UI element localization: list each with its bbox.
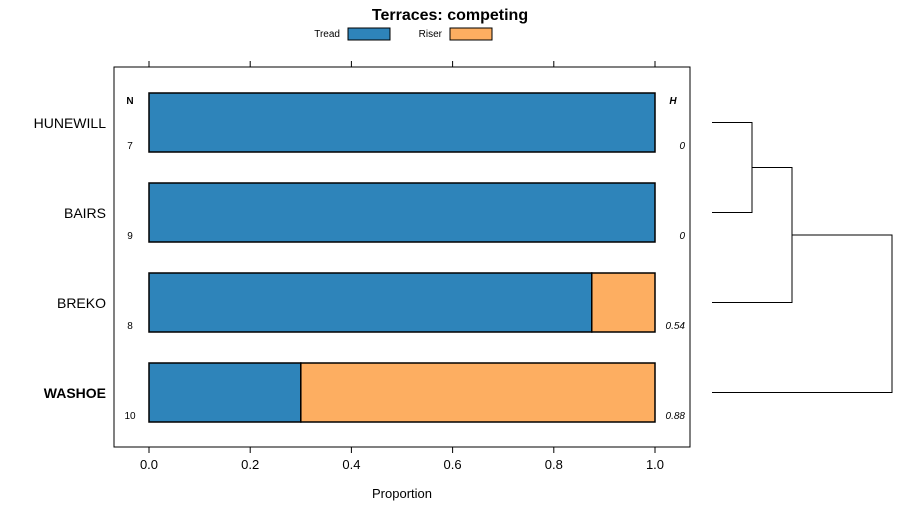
n-value-bairs: 9 xyxy=(127,231,133,242)
bars xyxy=(148,92,656,423)
n-value-washoe: 10 xyxy=(124,411,136,422)
bar-washoe-riser xyxy=(300,362,656,423)
x-tick-label: 0.0 xyxy=(140,457,158,472)
category-label-washoe: WASHOE xyxy=(44,385,106,401)
bar-hunewill-tread xyxy=(148,92,656,153)
h-header: H xyxy=(669,96,677,107)
legend-label-tread: Tread xyxy=(314,29,340,40)
category-label-bairs: BAIRS xyxy=(64,205,106,221)
h-value-bairs: 0 xyxy=(679,231,685,242)
x-tick-label: 0.8 xyxy=(545,457,563,472)
bar-washoe-tread xyxy=(148,362,302,423)
bar-bairs-tread xyxy=(148,182,656,243)
x-tick-label: 0.4 xyxy=(342,457,360,472)
plot-frame xyxy=(113,66,691,448)
bar-breko-riser xyxy=(591,272,656,333)
category-label-breko: BREKO xyxy=(57,295,106,311)
n-value-breko: 8 xyxy=(127,321,133,332)
x-axis-label: Proportion xyxy=(372,486,432,501)
h-value-hunewill: 0 xyxy=(679,141,685,152)
legend-swatch-riser xyxy=(449,27,493,41)
x-axis: 0.0 0.2 0.4 0.6 0.8 1.0 xyxy=(140,61,664,472)
chart-title: Terraces: competing xyxy=(372,7,528,24)
x-tick-label: 0.2 xyxy=(241,457,259,472)
category-labels: HUNEWILL 7 0 BAIRS 9 0 BREKO 8 0.54 WASHOE 10 0.88 xyxy=(34,115,686,422)
category-label-hunewill: HUNEWILL xyxy=(34,115,107,131)
bar-breko-tread xyxy=(148,272,593,333)
dendrogram-link xyxy=(712,122,753,213)
h-value-breko: 0.54 xyxy=(666,321,686,332)
x-tick-label: 0.6 xyxy=(444,457,462,472)
n-header: N xyxy=(126,96,133,107)
n-value-hunewill: 7 xyxy=(127,141,133,152)
x-tick-label: 1.0 xyxy=(646,457,664,472)
h-value-washoe: 0.88 xyxy=(666,411,686,422)
legend-swatch-tread xyxy=(347,27,391,41)
dendrogram xyxy=(712,122,893,393)
legend-label-riser: Riser xyxy=(419,29,443,40)
legend: Tread Riser xyxy=(314,27,493,41)
dendrogram-link xyxy=(712,234,893,393)
